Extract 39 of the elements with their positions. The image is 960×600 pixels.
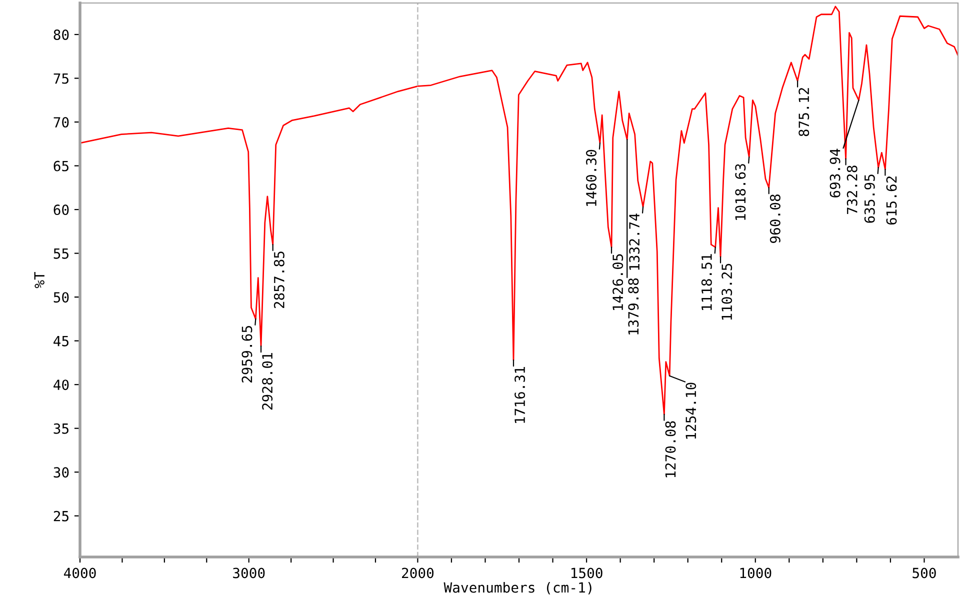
y-tick-label: 80 (54, 30, 69, 40)
annotation: 1118.51 (701, 254, 712, 310)
y-tick-label: 45 (54, 336, 68, 346)
annotation: 2959.65 (242, 326, 252, 382)
annotation: 1332.74 (629, 214, 640, 270)
annotation: 635.95 (864, 174, 875, 223)
y-tick-label: 55 (54, 248, 68, 259)
y-tick-label: 75 (54, 73, 68, 84)
annotation: 1426.05 (612, 254, 624, 310)
annotation: 1270.08 (665, 421, 676, 478)
annotation: 615.62 (886, 176, 897, 225)
annotation: 2857.85 (274, 252, 284, 308)
y-tick-label: 35 (54, 423, 68, 434)
annotation: 1379.88 (628, 278, 639, 334)
y-axis-title: %T (34, 272, 44, 288)
x-tick-label: 3000 (233, 568, 265, 578)
x-tick-label: 4000 (64, 568, 96, 578)
x-tick-label: 1000 (740, 568, 772, 578)
y-tick-label: 30 (54, 467, 69, 478)
x-tick-label: 1500 (571, 568, 602, 578)
y-tick-label: 40 (54, 380, 69, 390)
annotation: 1254.10 (686, 382, 696, 439)
annotation: 693.94 (830, 148, 840, 198)
annotation: 1103.25 (722, 264, 732, 320)
y-tick-label: 70 (54, 117, 69, 128)
annotation: 960.08 (770, 194, 780, 243)
annotation: 1018.63 (735, 164, 746, 220)
y-tick-label: 50 (54, 292, 69, 303)
annotation: 732.28 (846, 166, 858, 214)
x-tick-label: 2000 (402, 568, 434, 578)
x-tick-label: 500 (912, 568, 936, 578)
annotation: 1716.31 (514, 367, 526, 423)
y-tick-label: 25 (54, 510, 68, 522)
annotation: 875.12 (798, 88, 810, 136)
x-axis-title: Wavenumbers (cm-1) (444, 582, 592, 594)
y-tick-label: 60 (54, 204, 69, 216)
annotation: 2928.01 (262, 353, 273, 410)
y-tick-label: 65 (54, 160, 68, 172)
annotation: 1460.30 (586, 150, 597, 206)
